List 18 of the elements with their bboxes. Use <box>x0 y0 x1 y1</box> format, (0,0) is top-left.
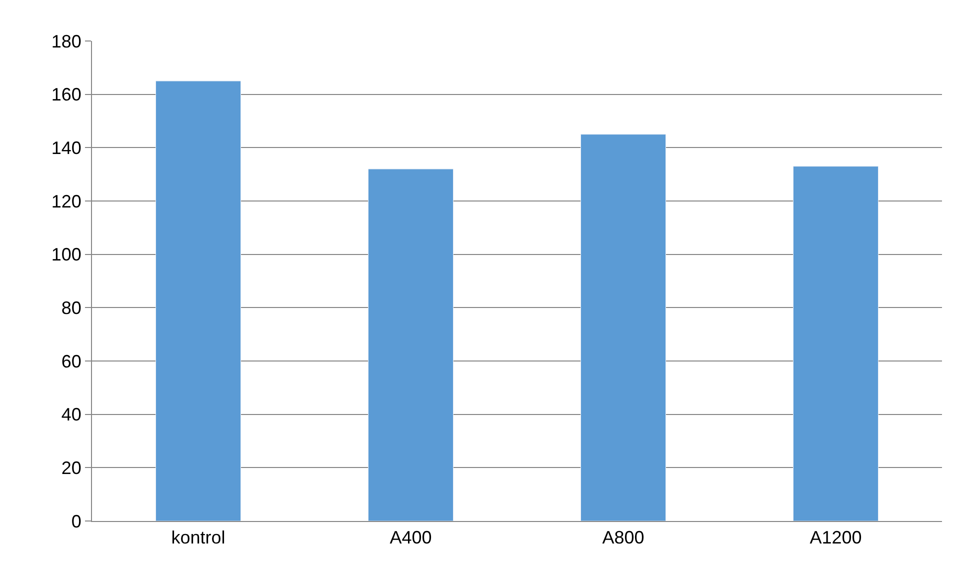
y-tick-label: 140 <box>51 138 82 158</box>
x-tick-label: A800 <box>602 528 644 548</box>
bar <box>580 134 666 521</box>
bar <box>793 166 878 521</box>
y-tick-label: 60 <box>61 351 82 372</box>
x-tick-label: A1200 <box>810 528 862 548</box>
y-tick-label: 160 <box>51 84 82 105</box>
bar <box>368 168 454 521</box>
y-tick-label: 100 <box>51 244 82 265</box>
x-tick-label: A400 <box>390 528 432 548</box>
bar <box>156 80 241 521</box>
y-tick-label: 80 <box>61 298 82 318</box>
y-tick-label: 120 <box>51 191 82 212</box>
y-tick-label: 40 <box>61 404 82 425</box>
x-tick-label: kontrol <box>171 528 226 548</box>
y-tick-label: 180 <box>51 31 82 52</box>
y-tick-label: 20 <box>61 458 82 478</box>
y-tick-label: 0 <box>71 511 82 532</box>
